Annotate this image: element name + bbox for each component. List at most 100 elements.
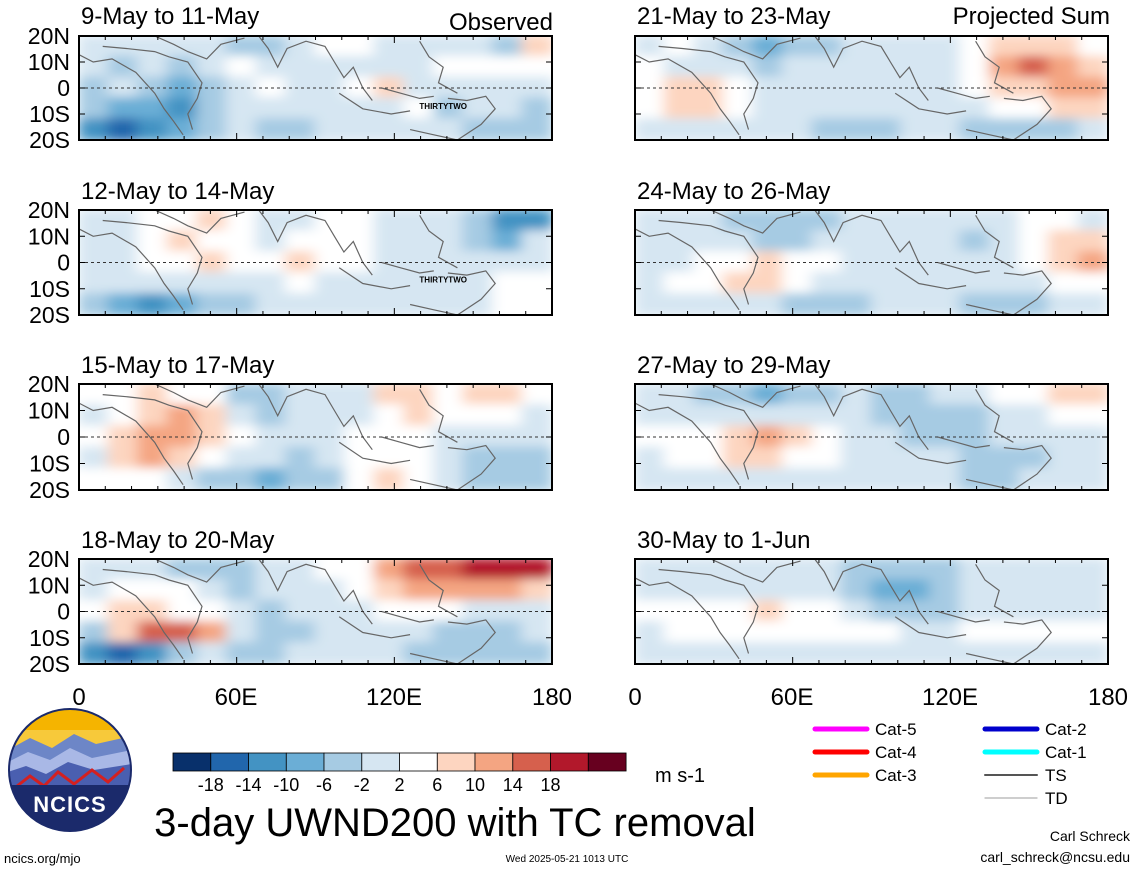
field-cell <box>1077 97 1108 121</box>
field-cell <box>988 384 1021 407</box>
field-cell <box>491 97 524 121</box>
panel-title: 15-May to 17-May <box>81 352 274 379</box>
field-cell <box>635 642 666 664</box>
field-cell <box>432 621 465 644</box>
field-cell <box>929 642 962 664</box>
field-cell <box>870 230 903 253</box>
field-cell <box>959 621 991 644</box>
field-cell <box>255 230 287 253</box>
footer-author: Carl Schreck <box>1050 828 1131 844</box>
storm-label: THIRTYTWO <box>419 102 467 111</box>
field-cell <box>1018 36 1050 58</box>
field-cell <box>521 210 552 232</box>
field-cell <box>1018 210 1050 232</box>
field-cell <box>344 404 376 428</box>
field-cell <box>988 293 1021 315</box>
field-cell <box>79 210 110 232</box>
field-cell <box>521 97 552 121</box>
field-cell <box>1077 55 1108 79</box>
field-cell <box>663 446 696 470</box>
field-cell <box>635 118 666 140</box>
field-cell <box>870 425 903 449</box>
field-cell <box>373 55 406 79</box>
field-cell <box>166 642 199 664</box>
field-cell <box>166 293 199 315</box>
field-cell <box>929 446 962 470</box>
storm-label: THIRTYTWO <box>419 275 467 284</box>
field-cell <box>693 642 725 664</box>
field-cell <box>752 210 784 232</box>
field-cell <box>79 272 110 295</box>
field-cell <box>781 55 814 79</box>
field-cell <box>811 118 843 140</box>
field-cell <box>521 579 552 602</box>
field-cell <box>929 210 962 232</box>
field-cell <box>491 467 524 490</box>
field-cell <box>79 600 110 623</box>
field-cell <box>137 559 169 581</box>
colorbar-swatch <box>172 752 212 772</box>
field-cell <box>344 621 376 644</box>
field-cell <box>840 621 873 644</box>
field-cell <box>79 384 110 407</box>
field-cell <box>1018 425 1050 449</box>
field-cell <box>314 230 347 253</box>
field-cell <box>722 293 755 315</box>
field-cell <box>959 97 991 121</box>
field-cell <box>1018 55 1050 79</box>
field-cell <box>491 579 524 602</box>
field-cell <box>900 600 932 623</box>
field-cell <box>929 579 962 602</box>
field-cell <box>521 467 552 490</box>
field-cell <box>959 404 991 428</box>
field-cell <box>1018 97 1050 121</box>
field-cell <box>373 404 406 428</box>
field-cell <box>870 579 903 602</box>
field-cell <box>196 621 228 644</box>
field-cell <box>137 55 169 79</box>
field-cell <box>314 425 347 449</box>
coastline <box>814 36 929 101</box>
coastline <box>937 87 990 100</box>
field-cell <box>255 642 287 664</box>
field-cell <box>811 446 843 470</box>
field-cell <box>166 272 199 295</box>
field-cell <box>1077 467 1108 490</box>
field-cell <box>693 55 725 79</box>
field-cell <box>314 467 347 490</box>
field-cell <box>811 621 843 644</box>
field-cell <box>314 76 347 100</box>
field-cell <box>107 559 140 581</box>
field-cell <box>752 642 784 664</box>
coastline <box>814 559 929 625</box>
field-cell <box>79 76 110 100</box>
field-cell <box>462 293 494 315</box>
field-cell <box>1018 446 1050 470</box>
field-cell <box>373 97 406 121</box>
field-cell <box>781 642 814 664</box>
field-cell <box>432 467 465 490</box>
field-cell <box>373 384 406 407</box>
field-cell <box>462 446 494 470</box>
field-cell <box>929 559 962 581</box>
field-cell <box>521 36 552 58</box>
field-cell <box>988 97 1021 121</box>
panel-title: 21-May to 23-May <box>637 3 830 30</box>
field-cell <box>1047 579 1080 602</box>
field-cell <box>462 272 494 295</box>
field-cell <box>988 579 1021 602</box>
field-cell <box>79 230 110 253</box>
field-cell <box>462 579 494 602</box>
coastline <box>154 559 245 583</box>
coastline <box>894 441 967 465</box>
field-cell <box>107 467 140 490</box>
field-cell <box>929 118 962 140</box>
coastline <box>710 210 801 234</box>
map-panel: 27-May to 29-May <box>634 352 1109 491</box>
field-cell <box>663 36 696 58</box>
field-cell <box>840 425 873 449</box>
field-cell <box>1018 404 1050 428</box>
field-cell <box>693 559 725 581</box>
field-cell <box>1018 76 1050 100</box>
